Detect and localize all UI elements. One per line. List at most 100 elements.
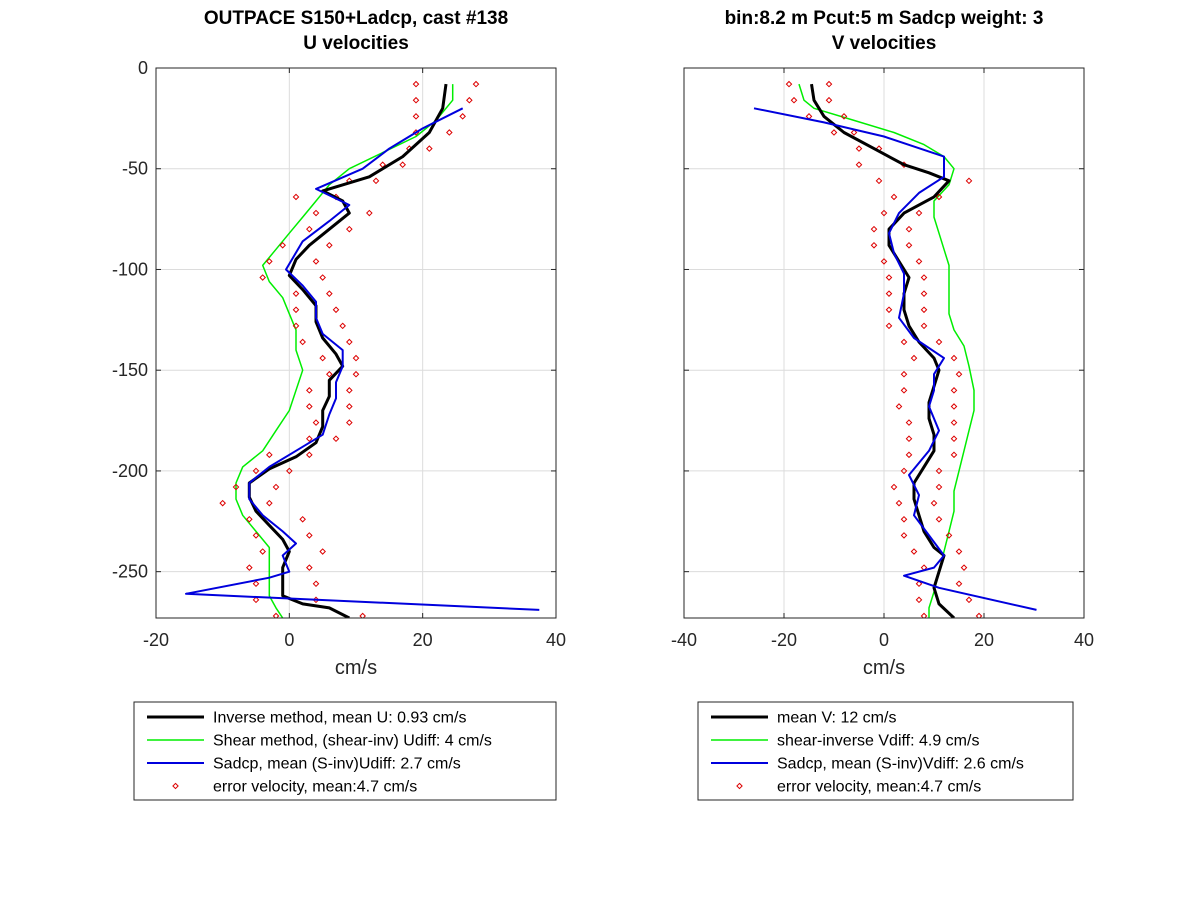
error-velocity-point: [292, 322, 300, 330]
error-velocity-point: [900, 387, 908, 394]
error-velocity-point: [875, 177, 883, 185]
error-velocity-point: [910, 548, 918, 555]
error-velocity-point: [910, 354, 918, 362]
legend-entry-label: Shear method, (shear-inv) Udiff: 4 cm/s: [213, 733, 492, 750]
x-tick-label: 0: [879, 630, 889, 650]
legend-entry-label: error velocity, mean:4.7 cm/s: [213, 779, 417, 796]
error-velocity-point: [900, 338, 908, 346]
error-velocity-point: [299, 338, 306, 346]
legend-marker: [736, 782, 743, 790]
error-velocity-point: [252, 580, 260, 588]
shear-profile-line: [798, 83, 975, 618]
error-velocity-point: [219, 499, 226, 507]
error-velocity-point: [885, 322, 893, 330]
error-velocity-point: [246, 564, 253, 571]
error-velocity-point: [339, 322, 346, 330]
v-velocity-panel: -40 -20 0 20 40 bin:8.2 m Pcut:5 m Sadcp weig…: [671, 8, 1094, 801]
error-velocity-point: [920, 290, 928, 297]
inverse-profile-line: [810, 83, 956, 618]
error-velocity-point: [412, 113, 420, 120]
error-velocity-point: [252, 532, 260, 539]
legend: Inverse method, mean U: 0.93 cm/s Shear m…: [133, 701, 557, 801]
error-velocity-point: [352, 370, 360, 378]
legend-entry-label: mean V: 12 cm/s: [777, 710, 896, 727]
error-velocity-point: [870, 241, 878, 249]
error-velocity-point: [950, 387, 958, 394]
error-velocity-point: [900, 515, 908, 523]
legend-entry-label: shear-inverse Vdiff: 4.9 cm/s: [777, 733, 979, 750]
error-velocity-point: [312, 419, 320, 426]
error-velocity-point: [895, 403, 903, 410]
error-velocity-point: [306, 387, 313, 394]
error-velocity-point: [880, 209, 888, 217]
error-velocity-point: [312, 209, 320, 217]
error-velocity-point: [905, 451, 913, 459]
error-velocity-point: [259, 548, 266, 555]
y-tick-label: -100: [112, 259, 148, 279]
error-velocity-point: [920, 322, 928, 330]
error-velocity-point: [426, 145, 433, 152]
error-velocity-point: [326, 241, 333, 249]
error-velocity-point: [840, 113, 848, 120]
error-velocity-point: [915, 596, 923, 604]
sadcp-profile-line: [185, 107, 540, 611]
x-tick-label: -20: [143, 630, 169, 650]
error-velocity-point: [920, 274, 928, 281]
error-velocity-point: [935, 483, 943, 491]
error-velocity-point: [266, 499, 273, 507]
error-velocity-point: [399, 161, 406, 169]
error-velocity-point: [252, 596, 260, 604]
legend: mean V: 12 cm/s shear-inverse Vdiff: 4.9 …: [697, 701, 1074, 801]
error-velocity-point: [412, 80, 420, 88]
error-velocity-point: [915, 580, 923, 588]
error-velocity-point: [905, 419, 913, 426]
error-velocity-point: [890, 193, 898, 201]
error-velocity-point: [332, 306, 340, 314]
error-velocity-point: [885, 274, 893, 281]
chart-subtitle: V velocities: [832, 33, 937, 54]
error-velocity-point: [920, 306, 928, 314]
error-velocity-point: [855, 145, 863, 152]
error-velocity-point: [825, 80, 833, 88]
plot-area: [156, 68, 556, 618]
series-group: [753, 80, 1037, 618]
error-velocity-point: [935, 515, 943, 523]
error-velocity-point: [266, 258, 273, 265]
legend-marker: [172, 782, 179, 790]
error-velocity-point: [246, 515, 253, 523]
error-velocity-point: [905, 241, 913, 249]
error-velocity-point: [950, 435, 958, 443]
error-velocity-point: [232, 483, 240, 491]
x-tick-label: 0: [284, 630, 294, 650]
shear-profile-line: [235, 84, 454, 618]
error-velocity-point: [955, 548, 963, 555]
error-velocity-point: [915, 209, 923, 217]
x-tick-label: -20: [771, 630, 797, 650]
y-tick-label: -150: [112, 360, 148, 380]
error-velocity-point: [252, 467, 260, 475]
error-velocity-point: [950, 451, 958, 459]
x-tick-label: 40: [1074, 630, 1094, 650]
x-tick-label: 40: [546, 630, 566, 650]
x-axis-label: cm/s: [335, 657, 377, 679]
axes-box: [155, 67, 557, 619]
error-velocity-point: [975, 612, 983, 618]
error-velocity-point: [900, 467, 908, 475]
error-velocity-point: [850, 129, 858, 136]
error-velocity-point: [950, 354, 958, 362]
legend-entry-label: error velocity, mean:4.7 cm/s: [777, 779, 981, 796]
error-velocity-point: [319, 354, 326, 362]
legend-entry-label: Inverse method, mean U: 0.93 cm/s: [213, 710, 466, 727]
error-velocity-point: [880, 258, 888, 265]
error-velocity-point: [306, 564, 313, 571]
error-velocity-point: [915, 258, 923, 265]
error-velocity-point: [372, 177, 380, 185]
error-velocity-point: [306, 403, 313, 410]
error-velocity-point: [412, 96, 420, 104]
x-tick-label: 20: [974, 630, 994, 650]
error-velocity-point: [885, 306, 893, 314]
error-velocity-point: [955, 370, 963, 378]
error-velocity-point: [292, 290, 300, 297]
error-velocity-point: [905, 225, 913, 233]
